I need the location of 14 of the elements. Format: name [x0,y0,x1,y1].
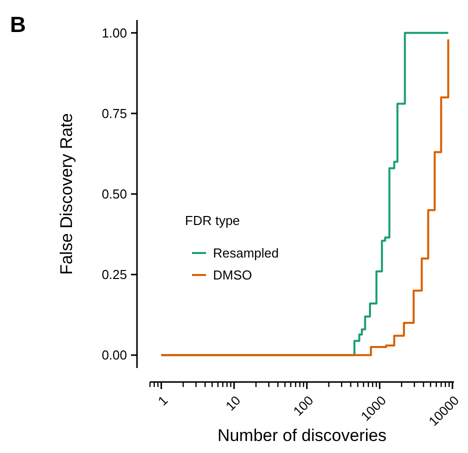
x-tick-label: 1 [154,392,171,408]
x-tick-label: 100 [290,392,316,419]
x-tick-label: 10 [222,392,244,414]
y-tick-label: 1.00 [102,25,127,40]
y-tick-label: 0.75 [102,106,127,121]
legend-label: Resampled [213,246,279,261]
y-tick-label: 0.25 [102,267,127,282]
y-tick-label: 0.50 [102,186,127,202]
x-axis-title: Number of discoveries [217,426,387,445]
y-tick-label: 0.00 [102,348,127,363]
text: B [10,12,26,37]
legend-title: FDR type [185,213,240,228]
legend-label: DMSO [213,268,252,283]
y-axis-title: False Discovery Rate [57,113,76,275]
